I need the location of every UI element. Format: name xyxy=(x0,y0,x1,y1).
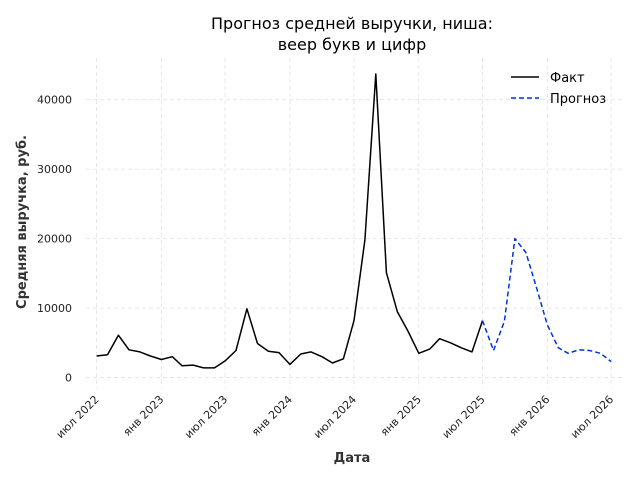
x-tick-label: июл 2025 xyxy=(440,393,488,441)
x-tick-label: июл 2022 xyxy=(54,393,102,441)
chart-title-line-1: Прогноз средней выручки, ниша: xyxy=(211,14,493,33)
x-tick-label: янв 2026 xyxy=(507,393,553,439)
x-tick-label: июл 2023 xyxy=(182,393,230,441)
y-tick-label: 0 xyxy=(65,372,72,385)
x-tick-label: июл 2024 xyxy=(311,393,359,441)
x-axis: июл 2022 янв 2023 июл 2023 янв 2024 июл 2024… xyxy=(54,393,617,441)
legend-label-forecast: Прогноз xyxy=(550,92,606,107)
grid xyxy=(86,58,622,388)
x-tick-label: янв 2023 xyxy=(121,393,167,439)
series-line-forecast xyxy=(481,237,612,363)
y-tick-label: 10000 xyxy=(37,302,72,315)
legend-label-fact: Факт xyxy=(550,71,585,86)
series-line-fact xyxy=(96,73,484,369)
y-axis: 0 10000 20000 30000 40000 xyxy=(37,94,72,385)
x-tick-label: июл 2026 xyxy=(568,393,616,441)
y-tick-label: 30000 xyxy=(37,163,72,176)
legend: Факт Прогноз xyxy=(511,71,606,107)
y-tick-label: 40000 xyxy=(37,94,72,107)
chart-title-line-2: веер букв и цифр xyxy=(278,35,426,54)
y-axis-label: Средняя выручка, руб. xyxy=(15,135,30,309)
x-tick-label: янв 2024 xyxy=(249,393,295,439)
x-axis-label: Дата xyxy=(334,451,371,466)
series-layer xyxy=(96,73,612,369)
x-tick-label: янв 2025 xyxy=(378,393,424,439)
y-tick-label: 20000 xyxy=(37,233,72,246)
